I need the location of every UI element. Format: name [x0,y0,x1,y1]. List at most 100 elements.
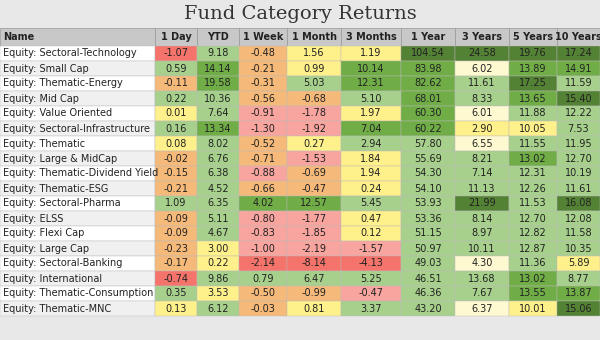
Text: 0.24: 0.24 [360,184,382,193]
Text: -0.02: -0.02 [163,153,188,164]
Text: 6.12: 6.12 [207,304,229,313]
Text: 50.97: 50.97 [414,243,442,254]
Text: 8.33: 8.33 [472,94,493,103]
Text: 60.30: 60.30 [414,108,442,119]
Text: -0.68: -0.68 [302,94,326,103]
Text: 5.03: 5.03 [303,79,325,88]
Text: 12.57: 12.57 [300,199,328,208]
Text: 6.02: 6.02 [471,64,493,73]
Text: -2.14: -2.14 [251,258,275,269]
Text: -0.03: -0.03 [251,304,275,313]
Text: 3 Months: 3 Months [346,32,397,42]
Text: 1.97: 1.97 [360,108,382,119]
Text: 12.26: 12.26 [519,184,547,193]
Text: 13.68: 13.68 [468,273,496,284]
Text: 57.80: 57.80 [414,138,442,149]
Text: -4.13: -4.13 [359,258,383,269]
Text: -0.80: -0.80 [251,214,275,223]
Text: -1.78: -1.78 [302,108,326,119]
Text: Equity: Sectoral-Pharma: Equity: Sectoral-Pharma [3,199,121,208]
Text: 12.87: 12.87 [519,243,547,254]
Text: -1.00: -1.00 [251,243,275,254]
Text: 7.14: 7.14 [471,169,493,178]
Text: 104.54: 104.54 [411,49,445,58]
Text: 0.27: 0.27 [303,138,325,149]
Text: 0.47: 0.47 [360,214,382,223]
Text: 11.95: 11.95 [565,138,592,149]
Text: 6.01: 6.01 [472,108,493,119]
Text: 13.02: 13.02 [519,153,547,164]
Text: 16.08: 16.08 [565,199,592,208]
Text: 5.89: 5.89 [568,258,589,269]
Text: 0.81: 0.81 [304,304,325,313]
Text: 6.55: 6.55 [471,138,493,149]
Text: 0.16: 0.16 [166,123,187,134]
Text: -0.11: -0.11 [164,79,188,88]
Text: Equity: International: Equity: International [3,273,102,284]
Text: 6.37: 6.37 [471,304,493,313]
Text: -0.88: -0.88 [251,169,275,178]
Text: 51.15: 51.15 [414,228,442,238]
Text: 10.36: 10.36 [204,94,232,103]
Text: -0.31: -0.31 [251,79,275,88]
Text: 1 Year: 1 Year [411,32,445,42]
Text: -0.48: -0.48 [251,49,275,58]
Text: 10.11: 10.11 [468,243,496,254]
Text: 0.59: 0.59 [165,64,187,73]
Text: 55.69: 55.69 [414,153,442,164]
Text: 11.36: 11.36 [519,258,547,269]
Text: 46.51: 46.51 [414,273,442,284]
Text: 8.21: 8.21 [471,153,493,164]
Text: 13.02: 13.02 [519,273,547,284]
Text: 1.09: 1.09 [166,199,187,208]
Text: Equity: Sectoral-Banking: Equity: Sectoral-Banking [3,258,122,269]
Text: -0.52: -0.52 [250,138,275,149]
Text: -1.85: -1.85 [302,228,326,238]
Text: 83.98: 83.98 [414,64,442,73]
Text: -0.99: -0.99 [302,289,326,299]
Text: 0.22: 0.22 [165,94,187,103]
Text: 0.12: 0.12 [360,228,382,238]
Text: -1.57: -1.57 [358,243,383,254]
Text: -1.30: -1.30 [251,123,275,134]
Text: 82.62: 82.62 [414,79,442,88]
Text: 13.87: 13.87 [565,289,592,299]
Text: Equity: Thematic: Equity: Thematic [3,138,85,149]
Text: -1.53: -1.53 [302,153,326,164]
Text: 8.97: 8.97 [471,228,493,238]
Text: 46.36: 46.36 [414,289,442,299]
Text: 13.89: 13.89 [519,64,547,73]
Text: 10.19: 10.19 [565,169,592,178]
Text: 19.76: 19.76 [519,49,547,58]
Text: -2.19: -2.19 [302,243,326,254]
Text: 1 Month: 1 Month [292,32,337,42]
Text: 68.01: 68.01 [414,94,442,103]
Text: 43.20: 43.20 [414,304,442,313]
Text: Equity: Thematic-MNC: Equity: Thematic-MNC [3,304,111,313]
Text: 12.70: 12.70 [519,214,547,223]
Text: 13.55: 13.55 [519,289,547,299]
Text: -0.83: -0.83 [251,228,275,238]
Text: 11.55: 11.55 [519,138,547,149]
Text: 17.25: 17.25 [519,79,547,88]
Text: 7.67: 7.67 [471,289,493,299]
Text: 11.61: 11.61 [468,79,496,88]
Text: -0.69: -0.69 [302,169,326,178]
Text: Equity: Sectoral-Technology: Equity: Sectoral-Technology [3,49,137,58]
Text: 12.70: 12.70 [565,153,592,164]
Text: 5.45: 5.45 [360,199,382,208]
Text: 6.38: 6.38 [208,169,229,178]
Text: 10.05: 10.05 [519,123,547,134]
Text: Equity: Thematic-Dividend Yield: Equity: Thematic-Dividend Yield [3,169,158,178]
Text: 9.86: 9.86 [208,273,229,284]
Text: 10.14: 10.14 [357,64,385,73]
Text: 0.35: 0.35 [165,289,187,299]
Text: Equity: Small Cap: Equity: Small Cap [3,64,89,73]
Text: 1.19: 1.19 [361,49,382,58]
Text: 13.65: 13.65 [519,94,547,103]
Text: 10.35: 10.35 [565,243,592,254]
Text: Equity: Large & MidCap: Equity: Large & MidCap [3,153,117,164]
Text: 1.56: 1.56 [303,49,325,58]
Text: 7.04: 7.04 [360,123,382,134]
Text: -0.23: -0.23 [163,243,188,254]
